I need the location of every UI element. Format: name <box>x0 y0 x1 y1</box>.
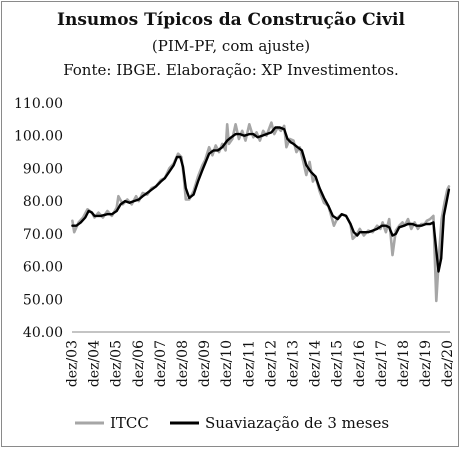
legend-label: Suaviazação de 3 meses <box>205 414 389 432</box>
y-axis: 110.00 100.00 90.00 80.00 70.00 60.00 50.00 40.… <box>14 96 63 341</box>
x-tick-label: dez/16 <box>352 340 368 387</box>
x-axis: dez/03 dez/04 dez/05 dez/06 dez/07 dez/08 dez/… <box>64 331 456 387</box>
chart-title: Insumos Típicos da Construção Civil <box>57 10 405 30</box>
x-tick-label: dez/10 <box>219 340 235 387</box>
x-tick-label: dez/14 <box>308 340 324 387</box>
x-tick-label: dez/07 <box>153 340 169 387</box>
legend: ITCC Suaviazação de 3 meses <box>75 414 389 432</box>
y-tick-label: 70.00 <box>23 227 63 243</box>
x-tick-label: dez/17 <box>374 340 390 387</box>
x-tick-label: dez/18 <box>396 340 412 387</box>
x-tick-label: dez/04 <box>87 340 103 387</box>
series-lines <box>71 121 451 303</box>
x-tick-label: dez/08 <box>175 340 191 387</box>
x-tick-label: dez/11 <box>241 340 257 387</box>
x-tick-label: dez/09 <box>197 340 213 387</box>
legend-label: ITCC <box>110 414 149 432</box>
y-tick-label: 40.00 <box>23 325 63 341</box>
series-line-smoothed <box>71 126 451 273</box>
x-tick-label: dez/19 <box>418 340 434 387</box>
x-tick-label: dez/05 <box>109 340 125 387</box>
x-tick-label: dez/20 <box>440 340 456 387</box>
y-tick-label: 60.00 <box>23 260 63 276</box>
chart-subtitle: (PIM-PF, com ajuste) <box>151 37 311 55</box>
y-tick-label: 100.00 <box>14 129 63 145</box>
x-tick-label: dez/03 <box>64 340 80 387</box>
x-tick-label: dez/12 <box>263 340 279 387</box>
chart-source: Fonte: IBGE. Elaboração: XP Investimento… <box>63 61 399 79</box>
y-tick-label: 50.00 <box>23 292 63 308</box>
x-tick-label: dez/13 <box>285 340 301 387</box>
y-tick-label: 80.00 <box>23 194 63 210</box>
y-tick-label: 90.00 <box>23 161 63 177</box>
x-tick-label: dez/15 <box>330 340 346 387</box>
x-tick-label: dez/06 <box>131 340 147 387</box>
y-tick-label: 110.00 <box>14 96 63 112</box>
series-line-itcc <box>71 121 451 303</box>
